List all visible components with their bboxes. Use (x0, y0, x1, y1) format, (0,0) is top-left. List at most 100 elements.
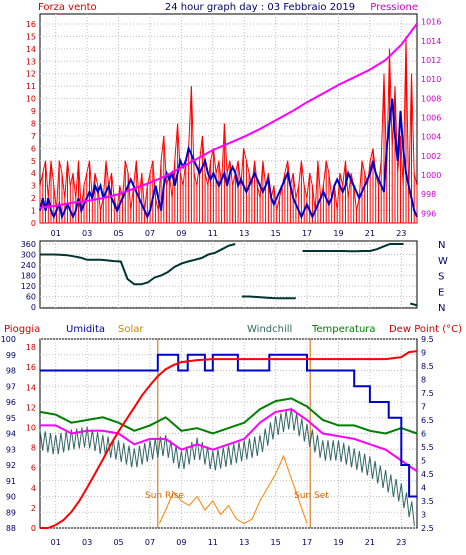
compass-label: E (438, 287, 444, 298)
humidity-y-tick: 97 (6, 382, 16, 391)
dewpoint-y-tick: 4.5 (421, 470, 434, 479)
sunset-label: Sun Set (294, 491, 329, 501)
rain-y-tick: 6 (31, 464, 36, 473)
x-tick-label-bottom: 05 (113, 538, 123, 547)
humidity-y-tick: 89 (6, 508, 16, 517)
humidity-y-tick: 90 (6, 493, 16, 502)
windchill-series (39, 407, 415, 527)
wind-y-tick: 12 (26, 70, 36, 79)
dewpoint-y-tick: 8 (421, 376, 426, 385)
compass-label: N (438, 303, 445, 314)
dewpoint-y-tick: 5.5 (421, 443, 434, 452)
wind-y-tick: 5 (31, 157, 36, 166)
solar-label: Solar (118, 324, 144, 335)
panel-wind-frame (39, 13, 418, 224)
dewpoint-y-tick: 2.5 (421, 524, 434, 533)
x-tick-label-top: 17 (302, 229, 312, 238)
wind-y-tick: 15 (26, 32, 36, 41)
pressure-y-tick: 1016 (421, 18, 441, 27)
rain-y-tick: 10 (26, 423, 36, 432)
dewpoint-y-tick: 8.5 (421, 362, 434, 371)
pressure-y-tick: 1012 (421, 56, 441, 65)
wind-y-tick: 10 (26, 95, 36, 104)
pressure-series (39, 23, 418, 209)
wind-direction-series (410, 302, 418, 307)
x-tick-label-top: 13 (239, 229, 249, 238)
wind-y-tick: 14 (26, 45, 36, 54)
pressure-y-tick: 1014 (421, 37, 441, 46)
wind-y-tick: 6 (31, 144, 36, 153)
x-tick-label-bottom: 13 (239, 538, 249, 547)
rain-y-tick: 4 (31, 484, 36, 493)
dewpoint-y-tick: 3.5 (421, 497, 434, 506)
x-tick-label-bottom: 07 (145, 538, 155, 547)
wind-y-tick: 4 (31, 169, 36, 178)
direction-plot (40, 243, 418, 307)
humidity-label: Umidita (66, 324, 105, 335)
solar-series (158, 454, 308, 525)
x-tick-label-top: 21 (365, 229, 375, 238)
dewpoint-y-tick: 7.5 (421, 389, 434, 398)
compass-label: S (438, 272, 444, 283)
pressure-title: Pressione (370, 2, 418, 13)
temperature-label: Temperatura (311, 324, 376, 335)
humidity-y-tick: 96 (6, 398, 16, 407)
x-tick-label-bottom: 01 (51, 538, 61, 547)
direction-y-tick: 240 (21, 261, 36, 270)
humidity-y-tick: 99 (6, 351, 16, 360)
direction-y-tick: 120 (21, 282, 36, 291)
dewpoint-y-tick: 4 (421, 484, 426, 493)
humidity-y-tick: 94 (6, 430, 16, 439)
humidity-y-tick: 100 (1, 335, 16, 344)
pressure-y-tick: 1004 (421, 133, 441, 142)
panel-temp-frame (39, 338, 418, 529)
wind-y-tick: 7 (31, 132, 36, 141)
dewpoint-series (40, 408, 418, 473)
temperature-plot (39, 339, 418, 529)
pressure-y-tick: 1002 (421, 152, 441, 161)
rain-y-tick: 12 (26, 403, 36, 412)
pressure-y-tick: 1006 (421, 114, 441, 123)
wind-direction-series (40, 243, 236, 286)
x-tick-label-bottom: 19 (333, 538, 343, 547)
dewpoint-y-tick: 9.5 (421, 335, 434, 344)
sunrise-label: Sun Rise (145, 491, 184, 501)
rain-y-tick: 0 (31, 524, 36, 533)
x-tick-label-bottom: 09 (176, 538, 186, 547)
compass-label: N (438, 240, 445, 251)
dewpoint-y-tick: 5 (421, 457, 426, 466)
dewpoint-y-tick: 9 (421, 349, 426, 358)
x-tick-label-top: 23 (396, 229, 406, 238)
windchill-label: Windchill (247, 324, 292, 335)
rain-y-tick: 2 (31, 504, 36, 513)
dewpoint-label: Dew Point (°C) (389, 324, 462, 335)
wind-average-series (39, 98, 418, 220)
x-tick-label-bottom: 23 (396, 538, 406, 547)
x-tick-label-top: 05 (113, 229, 123, 238)
humidity-y-tick: 92 (6, 461, 16, 470)
humidity-y-tick: 95 (6, 414, 16, 423)
dewpoint-y-tick: 6.5 (421, 416, 434, 425)
direction-y-tick: 0 (31, 303, 36, 312)
x-tick-label-bottom: 11 (208, 538, 218, 547)
x-tick-label-top: 15 (271, 229, 281, 238)
x-tick-label-bottom: 17 (302, 538, 312, 547)
humidity-y-tick: 91 (6, 477, 16, 486)
wind-y-tick: 0 (31, 219, 36, 228)
dewpoint-y-tick: 6 (421, 430, 426, 439)
direction-y-tick: 300 (21, 251, 36, 260)
wind-speed-title: Forza vento (38, 2, 97, 13)
x-tick-label-top: 09 (176, 229, 186, 238)
humidity-y-tick: 98 (6, 367, 16, 376)
wind-y-tick: 1 (31, 207, 36, 216)
x-tick-label-bottom: 21 (365, 538, 375, 547)
wind-y-tick: 13 (26, 57, 36, 66)
wind-y-tick: 8 (31, 119, 36, 128)
x-tick-label-bottom: 03 (82, 538, 92, 547)
dewpoint-y-tick: 7 (421, 403, 426, 412)
rain-y-tick: 16 (26, 363, 36, 372)
wind-plot (39, 23, 418, 224)
pressure-y-tick: 1008 (421, 94, 441, 103)
temperature-series (39, 397, 418, 435)
